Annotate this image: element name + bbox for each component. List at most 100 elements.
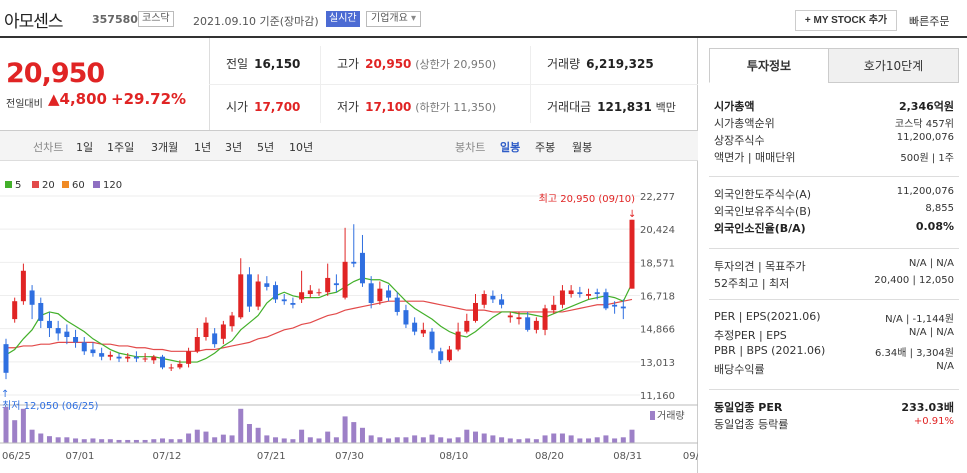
candle-body bbox=[551, 304, 557, 311]
period-1d[interactable]: 1일 bbox=[76, 141, 94, 154]
volume-bar bbox=[377, 437, 383, 443]
volume-bar bbox=[73, 438, 79, 443]
info-label: 외국인보유주식수(B) bbox=[714, 205, 812, 218]
volume-bar bbox=[533, 439, 539, 443]
info-label: 액면가 | 매매단위 bbox=[714, 151, 796, 164]
volume-bar bbox=[186, 433, 192, 443]
period-3y[interactable]: 3년 bbox=[225, 141, 243, 154]
candle-body bbox=[438, 351, 444, 361]
trade-amount: 거래대금 121,831 백만 bbox=[547, 100, 676, 114]
volume-bar bbox=[586, 438, 592, 443]
candle-body bbox=[12, 301, 18, 320]
volume-bar bbox=[160, 438, 165, 443]
volume-bar bbox=[603, 435, 609, 443]
legend-ma5: 5 bbox=[5, 180, 21, 191]
candle-body bbox=[386, 290, 392, 298]
candle-body bbox=[542, 308, 548, 330]
volume-bar bbox=[64, 437, 70, 443]
period-3m[interactable]: 3개월 bbox=[151, 141, 179, 154]
volume-bar bbox=[229, 435, 235, 443]
volume-bar bbox=[612, 438, 618, 443]
info-label: 52주최고 | 최저 bbox=[714, 277, 790, 290]
candle-body bbox=[160, 356, 165, 368]
candle-body bbox=[533, 320, 539, 330]
candlestick-chart[interactable]: 22,277 20,424 18,571 16,718 14,866 13,013 11,1… bbox=[0, 185, 698, 473]
candle-body bbox=[455, 331, 461, 350]
volume-bar bbox=[464, 429, 470, 443]
line-chart-label[interactable]: 선차트 bbox=[33, 141, 64, 154]
invest-info-panel: 투자정보 호가10단계 시가총액 2,346억원 시가총액순위 코스닥 457위 상장주… bbox=[709, 48, 959, 468]
candle-body bbox=[290, 302, 296, 305]
candle-body bbox=[603, 292, 609, 309]
quick-order-link[interactable]: 빠른주문 bbox=[909, 15, 950, 28]
candle-body bbox=[629, 219, 635, 289]
volume-bar bbox=[620, 437, 626, 443]
market-badge: 코스닥 bbox=[138, 11, 174, 27]
y-tick-label: 20,424 bbox=[640, 225, 675, 236]
candle-body bbox=[594, 292, 600, 295]
volume-bar bbox=[368, 435, 374, 443]
candle-daily[interactable]: 일봉 bbox=[500, 141, 521, 154]
volume-bar bbox=[481, 433, 487, 443]
volume-bar bbox=[125, 439, 131, 443]
chevron-down-icon: ▾ bbox=[411, 13, 417, 24]
volume-bar bbox=[316, 438, 322, 443]
candle-body bbox=[368, 283, 374, 303]
volume-bar bbox=[133, 439, 139, 443]
candle-body bbox=[473, 302, 478, 321]
candle-body bbox=[412, 322, 418, 332]
candle-body bbox=[116, 356, 122, 359]
info-value: 0.08% bbox=[915, 220, 954, 233]
tab-order-book[interactable]: 호가10단계 bbox=[828, 48, 959, 83]
volume-bar bbox=[342, 416, 348, 443]
high-price: 고가 20,950 (상한가 20,950) bbox=[337, 57, 497, 71]
info-row: 52주최고 | 최저 20,400 | 12,050 bbox=[714, 275, 954, 292]
section-divider bbox=[709, 248, 959, 249]
volume-bar bbox=[212, 437, 218, 443]
info-label: 외국인소진율(B/A) bbox=[714, 222, 806, 235]
candle-body bbox=[333, 283, 339, 286]
candle-body bbox=[316, 292, 322, 294]
candle-body bbox=[577, 292, 583, 295]
volume-bar bbox=[281, 438, 287, 443]
candle-body bbox=[281, 299, 287, 302]
info-value: N/A | -1,144원 bbox=[885, 314, 954, 325]
info-row: 동일업종 PER 233.03배 bbox=[714, 399, 954, 416]
info-row: 시가총액순위 코스닥 457위 bbox=[714, 115, 954, 132]
volume-bar bbox=[12, 420, 18, 443]
candle-monthly[interactable]: 월봉 bbox=[572, 141, 593, 154]
tab-invest-info[interactable]: 투자정보 bbox=[709, 48, 829, 83]
volume-bar bbox=[246, 424, 252, 443]
candle-body bbox=[429, 331, 435, 350]
up-arrow-icon: ▲ bbox=[48, 90, 60, 108]
candle-body bbox=[620, 306, 626, 309]
stock-header: 아모센스 357580 코스닥 2021.09.10 기준(장마감) 실시간 기… bbox=[0, 0, 967, 38]
volume-bar bbox=[490, 435, 496, 443]
candle-body bbox=[203, 322, 209, 338]
realtime-badge[interactable]: 실시간 bbox=[326, 11, 360, 27]
candle-weekly[interactable]: 주봉 bbox=[535, 141, 556, 154]
candle-body bbox=[359, 252, 365, 284]
volume-bar bbox=[168, 439, 174, 443]
candle-body bbox=[507, 315, 513, 318]
volume-label: 거래량 bbox=[657, 410, 685, 422]
low-label: 최저 12,050 (06/25) bbox=[2, 400, 98, 412]
add-my-stock-button[interactable]: + MY STOCK 추가 bbox=[795, 10, 897, 31]
candle-body bbox=[464, 320, 470, 332]
candle-body bbox=[351, 261, 357, 264]
period-10y[interactable]: 10년 bbox=[289, 141, 314, 154]
volume-legend-icon bbox=[650, 411, 655, 420]
volume-bar bbox=[551, 433, 557, 443]
candle-chart-label[interactable]: 봉차트 bbox=[455, 141, 486, 154]
x-tick-label: 07/21 bbox=[257, 451, 286, 462]
volume-bar bbox=[351, 422, 357, 443]
period-1y[interactable]: 1년 bbox=[194, 141, 212, 154]
period-1w[interactable]: 1주일 bbox=[107, 141, 135, 154]
info-row: PER | EPS(2021.06) N/A | -1,144원 bbox=[714, 310, 954, 327]
legend-ma20: 20 bbox=[32, 180, 55, 191]
volume-bar bbox=[194, 429, 200, 443]
candle-body bbox=[264, 283, 270, 287]
company-info-dropdown[interactable]: 기업개요 ▾ bbox=[366, 11, 422, 27]
volume-bar bbox=[429, 434, 435, 443]
period-5y[interactable]: 5년 bbox=[257, 141, 275, 154]
